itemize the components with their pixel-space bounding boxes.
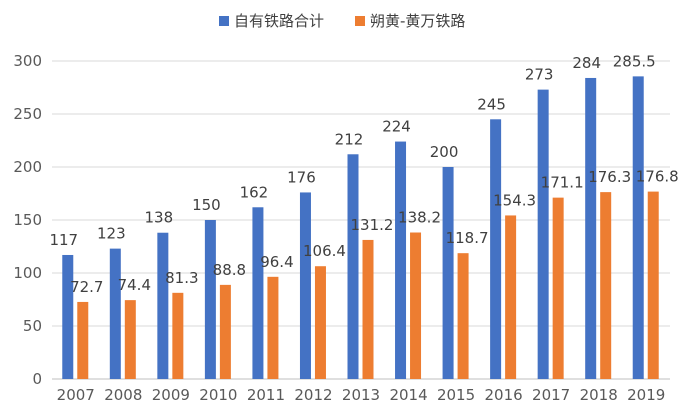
x-tick-label-2012: 2012 bbox=[294, 386, 332, 404]
data-label-total-2008: 123 bbox=[97, 225, 126, 243]
data-label-shuohuang-2018: 176.3 bbox=[588, 168, 631, 186]
y-tick-label: 200 bbox=[13, 158, 42, 176]
data-label-shuohuang-2017: 171.1 bbox=[541, 174, 584, 192]
data-label-shuohuang-2010: 88.8 bbox=[213, 261, 246, 279]
legend: 自有铁路合计 朔黄-黄万铁路 bbox=[219, 12, 465, 30]
bar-total-2010 bbox=[204, 220, 216, 379]
bar-total-2013 bbox=[347, 154, 359, 379]
bar-total-2008 bbox=[109, 248, 121, 379]
gridlines bbox=[52, 60, 670, 380]
x-tick-label-2019: 2019 bbox=[627, 386, 665, 404]
data-label-total-2007: 117 bbox=[49, 231, 78, 249]
data-label-shuohuang-2019: 176.8 bbox=[636, 168, 679, 186]
x-tick-label-2018: 2018 bbox=[580, 386, 618, 404]
data-label-shuohuang-2014: 138.2 bbox=[398, 209, 441, 227]
data-label-shuohuang-2007: 72.7 bbox=[70, 278, 103, 296]
data-label-total-2015: 200 bbox=[430, 143, 459, 161]
data-label-shuohuang-2009: 81.3 bbox=[165, 269, 198, 287]
legend-label-total: 自有铁路合计 bbox=[234, 12, 324, 30]
data-label-shuohuang-2015: 118.7 bbox=[446, 229, 489, 247]
data-label-total-2019: 285.5 bbox=[613, 52, 656, 70]
bar-total-2017 bbox=[537, 89, 549, 380]
data-label-total-2012: 176 bbox=[287, 168, 316, 186]
data-label-shuohuang-2016: 154.3 bbox=[493, 191, 536, 209]
data-label-total-2017: 273 bbox=[525, 66, 554, 84]
bar-shuohuang-2011 bbox=[267, 276, 279, 379]
bar-shuohuang-2013 bbox=[362, 239, 374, 379]
bar-total-2018 bbox=[585, 77, 597, 380]
bar-total-2011 bbox=[252, 207, 264, 379]
bar-shuohuang-2017 bbox=[552, 197, 564, 379]
x-tick-label-2017: 2017 bbox=[532, 386, 570, 404]
x-tick-label-2015: 2015 bbox=[437, 386, 475, 404]
data-label-shuohuang-2012: 106.4 bbox=[303, 242, 346, 260]
bar-shuohuang-2018 bbox=[600, 192, 612, 379]
legend-label-shuohuang: 朔黄-黄万铁路 bbox=[370, 12, 465, 30]
bar-shuohuang-2012 bbox=[314, 266, 326, 379]
data-label-shuohuang-2008: 74.4 bbox=[118, 276, 151, 294]
x-tick-label-2016: 2016 bbox=[485, 386, 523, 404]
x-tick-label-2011: 2011 bbox=[247, 386, 285, 404]
y-tick-label: 250 bbox=[13, 105, 42, 123]
data-label-total-2014: 224 bbox=[382, 118, 411, 136]
bar-total-2012 bbox=[299, 192, 311, 379]
bar-total-2007 bbox=[62, 254, 74, 379]
bar-shuohuang-2008 bbox=[124, 300, 136, 379]
y-tick-label: 300 bbox=[13, 52, 42, 70]
bar-total-2014 bbox=[395, 141, 407, 379]
data-label-total-2013: 212 bbox=[335, 130, 364, 148]
bar-total-2009 bbox=[157, 232, 169, 379]
data-label-total-2010: 150 bbox=[192, 196, 221, 214]
bars bbox=[62, 76, 659, 380]
data-label-total-2018: 284 bbox=[572, 54, 601, 72]
y-tick-label: 0 bbox=[32, 370, 42, 388]
y-axis-ticks: 0 50 100 150 200 250 300 bbox=[13, 52, 42, 388]
data-label-total-2011: 162 bbox=[240, 183, 269, 201]
x-tick-label-2009: 2009 bbox=[152, 386, 190, 404]
bar-shuohuang-2019 bbox=[647, 191, 659, 379]
data-labels: 117 72.7 123 74.4 138 81.3 150 88.8 162 96.4 176 10… bbox=[49, 52, 678, 296]
y-tick-label: 100 bbox=[13, 264, 42, 282]
x-tick-label-2010: 2010 bbox=[199, 386, 237, 404]
x-axis-ticks: 2007 2008 2009 2010 2011 2012 2013 2014 2015 2016… bbox=[57, 386, 666, 404]
data-label-shuohuang-2011: 96.4 bbox=[260, 253, 293, 271]
legend-swatch-shuohuang bbox=[355, 16, 365, 26]
bar-total-2019 bbox=[632, 76, 644, 380]
x-tick-label-2007: 2007 bbox=[57, 386, 95, 404]
bar-shuohuang-2010 bbox=[219, 284, 231, 379]
y-tick-label: 50 bbox=[23, 317, 42, 335]
bar-shuohuang-2007 bbox=[77, 301, 89, 379]
bar-shuohuang-2016 bbox=[505, 215, 517, 379]
bar-total-2016 bbox=[490, 119, 502, 380]
x-tick-label-2013: 2013 bbox=[342, 386, 380, 404]
legend-swatch-total bbox=[219, 16, 229, 26]
y-tick-label: 150 bbox=[13, 211, 42, 229]
bar-shuohuang-2014 bbox=[410, 232, 422, 379]
bar-shuohuang-2009 bbox=[172, 292, 184, 379]
data-label-total-2016: 245 bbox=[477, 95, 506, 113]
bar-total-2015 bbox=[442, 167, 454, 379]
bar-shuohuang-2015 bbox=[457, 253, 469, 379]
x-tick-label-2008: 2008 bbox=[104, 386, 142, 404]
x-tick-label-2014: 2014 bbox=[389, 386, 427, 404]
data-label-total-2009: 138 bbox=[145, 209, 174, 227]
data-label-shuohuang-2013: 131.2 bbox=[351, 216, 394, 234]
